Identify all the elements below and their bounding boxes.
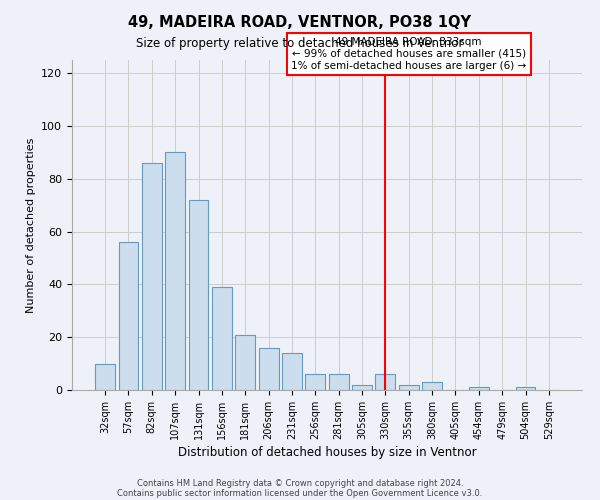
Bar [188,200,208,390]
Text: 49 MADEIRA ROAD: 333sqm
← 99% of detached houses are smaller (415)
1% of semi-de: 49 MADEIRA ROAD: 333sqm ← 99% of detache… [291,38,526,70]
Bar [329,374,349,390]
Bar [259,348,278,390]
Bar [352,384,372,390]
Bar [305,374,325,390]
Bar [212,287,232,390]
X-axis label: Distribution of detached houses by size in Ventnor: Distribution of detached houses by size … [178,446,476,459]
Bar [376,374,395,390]
Bar [119,242,139,390]
Bar [399,384,419,390]
Bar [165,152,185,390]
Text: Size of property relative to detached houses in Ventnor: Size of property relative to detached ho… [136,38,464,51]
Bar [142,163,162,390]
Bar [422,382,442,390]
Text: 49, MADEIRA ROAD, VENTNOR, PO38 1QY: 49, MADEIRA ROAD, VENTNOR, PO38 1QY [128,15,472,30]
Bar [469,388,489,390]
Bar [95,364,115,390]
Text: Contains public sector information licensed under the Open Government Licence v3: Contains public sector information licen… [118,488,482,498]
Text: Contains HM Land Registry data © Crown copyright and database right 2024.: Contains HM Land Registry data © Crown c… [137,478,463,488]
Bar [235,334,255,390]
Bar [515,388,535,390]
Y-axis label: Number of detached properties: Number of detached properties [26,138,35,312]
Bar [282,353,302,390]
